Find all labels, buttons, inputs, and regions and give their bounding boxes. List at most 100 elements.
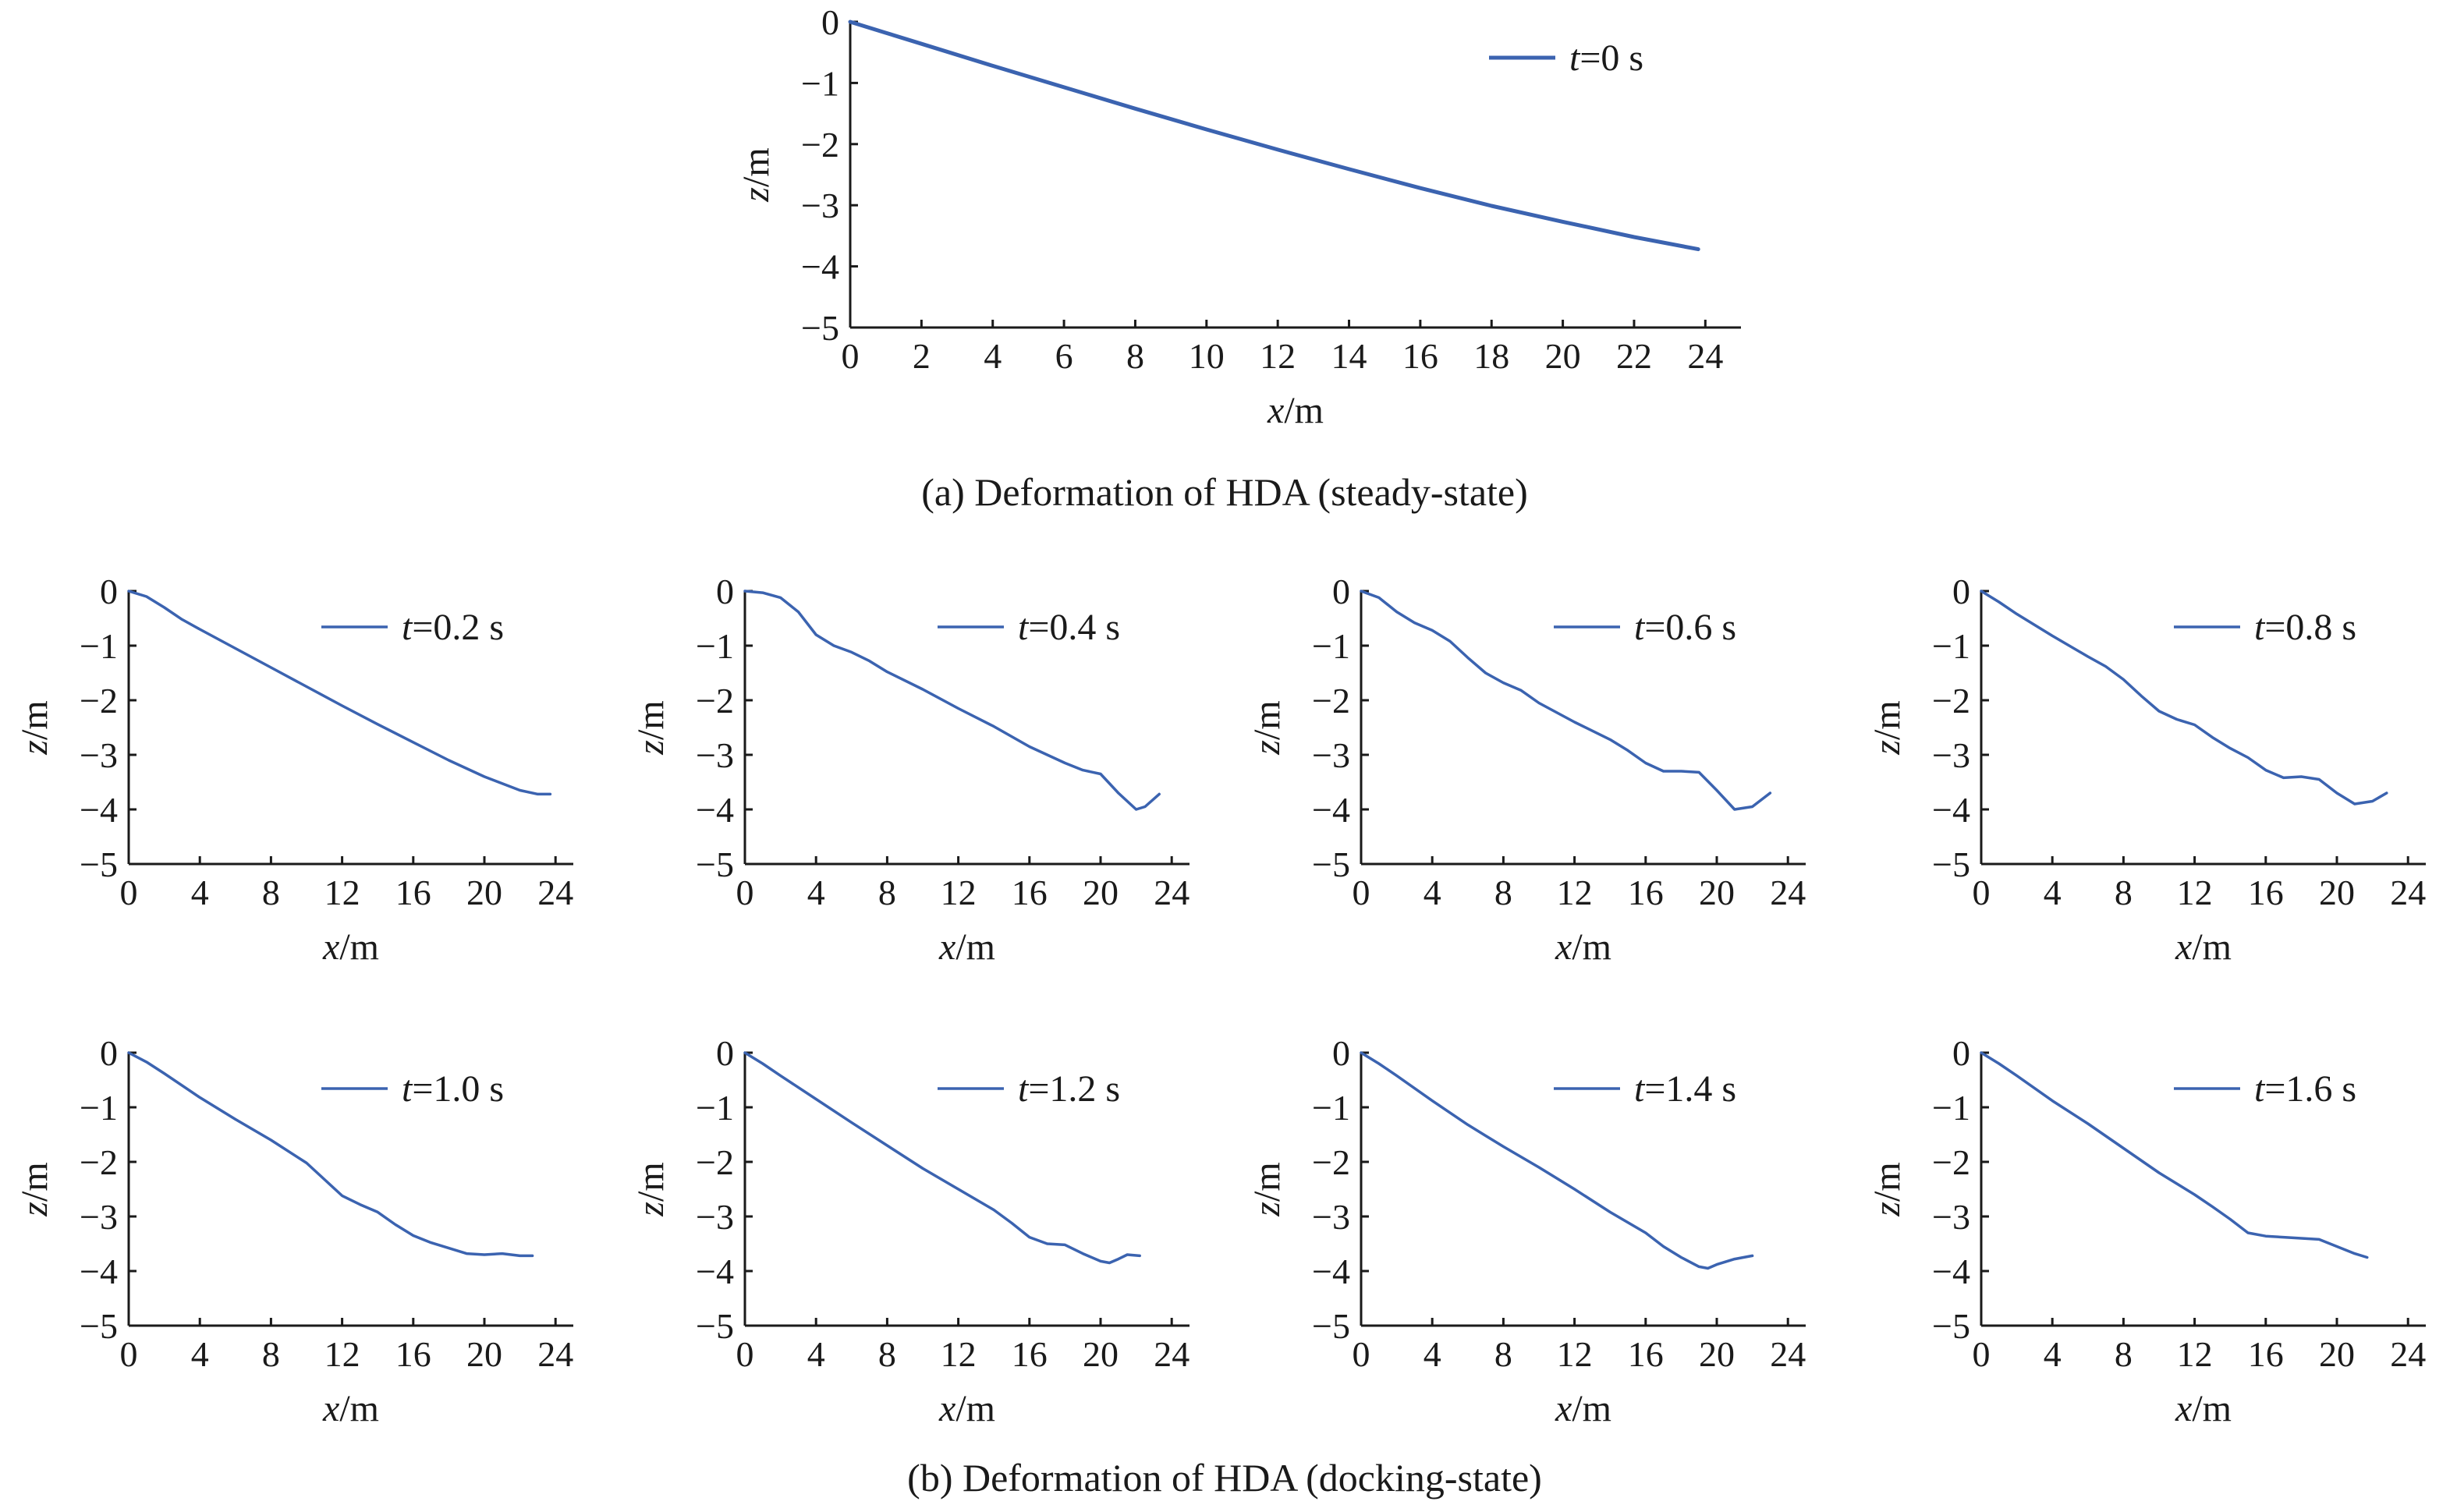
y-axis-title: z/m — [1867, 700, 1908, 755]
y-tick-label: −3 — [80, 1197, 118, 1237]
x-tick-label: 20 — [466, 1334, 502, 1374]
x-axis-title: x/m — [938, 1388, 995, 1429]
legend-label: t=1.4 s — [1634, 1068, 1736, 1110]
caption-a: (a) Deformation of HDA (steady-state) — [921, 470, 1528, 514]
x-tick-label: 16 — [395, 1334, 431, 1374]
y-tick-label: 0 — [100, 572, 118, 611]
y-tick-label: −2 — [801, 125, 839, 165]
y-tick-label: −1 — [1312, 1088, 1350, 1128]
y-tick-label: 0 — [716, 1033, 734, 1073]
series-line — [127, 590, 552, 796]
y-tick-label: −1 — [80, 626, 118, 666]
legend-label: t=0.6 s — [1634, 607, 1736, 648]
y-tick-label: −2 — [696, 1142, 734, 1182]
y-tick-label: −2 — [1932, 1142, 1970, 1182]
x-tick-label: 16 — [1628, 873, 1664, 912]
y-tick-label: −3 — [80, 735, 118, 775]
x-tick-label: 12 — [941, 1334, 977, 1374]
x-tick-label: 0 — [842, 336, 860, 376]
x-tick-label: 4 — [2044, 1334, 2062, 1374]
y-tick-label: −3 — [1932, 735, 1970, 775]
chart-panel-8: 0 4 8 12 16 20 24 0 −1 −2 −3 −4 −5 x/m z/m t=1.6 s — [1867, 1033, 2426, 1429]
y-tick-label: −1 — [1312, 626, 1350, 666]
y-tick-label: −1 — [1932, 1088, 1970, 1128]
x-tick-label: 8 — [262, 1334, 280, 1374]
x-axis-title: x/m — [1555, 1388, 1611, 1429]
x-tick-label: 4 — [1424, 873, 1441, 912]
chart-panel-0: 0 2 4 6 8 10 12 14 16 18 20 22 240−1−2−3−4−5x/mz/mt=… — [736, 2, 1741, 431]
y-tick-label: −2 — [80, 1142, 118, 1182]
x-tick-label: 8 — [878, 873, 896, 912]
y-tick-label: −4 — [1312, 1252, 1350, 1291]
x-tick-label: 0 — [736, 1334, 754, 1374]
x-tick-label: 24 — [537, 1334, 573, 1374]
legend-label: t=0.8 s — [2254, 607, 2356, 648]
y-tick-label: −3 — [1312, 1197, 1350, 1237]
x-tick-label: 20 — [1083, 873, 1119, 912]
x-tick-label: 16 — [1012, 873, 1048, 912]
x-tick-label: 0 — [1353, 1334, 1370, 1374]
x-axis-title: x/m — [322, 1388, 379, 1429]
legend-label: t=1.6 s — [2254, 1068, 2356, 1110]
y-tick-label: −3 — [696, 735, 734, 775]
y-tick-label: 0 — [1952, 572, 1970, 611]
x-tick-label: 16 — [395, 873, 431, 912]
y-tick-label: −5 — [801, 308, 839, 348]
series-line — [1360, 590, 1772, 811]
x-tick-label: 8 — [1494, 873, 1512, 912]
x-tick-label: 8 — [2115, 1334, 2133, 1374]
y-tick-label: −5 — [80, 1306, 118, 1346]
x-tick-label: 4 — [807, 873, 825, 912]
y-axis-title: z/m — [1867, 1162, 1908, 1216]
series-line — [743, 1051, 1141, 1265]
caption-b: (b) Deformation of HDA (docking-state) — [907, 1456, 1542, 1500]
x-tick-label: 0 — [120, 1334, 138, 1374]
x-tick-label: 20 — [1083, 1334, 1119, 1374]
x-tick-label: 0 — [1973, 873, 1991, 912]
x-tick-label: 8 — [1126, 336, 1144, 376]
x-tick-label: 4 — [191, 873, 209, 912]
y-tick-label: −3 — [1932, 1197, 1970, 1237]
x-tick-label: 8 — [1494, 1334, 1512, 1374]
x-tick-label: 24 — [1770, 873, 1806, 912]
x-tick-label: 8 — [878, 1334, 896, 1374]
y-tick-label: −4 — [1932, 1252, 1970, 1291]
x-tick-label: 4 — [807, 1334, 825, 1374]
chart-panel-1: 0 4 8 12 16 20 24 0 −1 −2 −3 −4 −5 x/m z/m t=0.2 s — [14, 572, 573, 968]
x-tick-label: 16 — [1402, 336, 1438, 376]
x-tick-label: 12 — [324, 873, 360, 912]
x-tick-label: 8 — [2115, 873, 2133, 912]
x-tick-label: 24 — [1687, 336, 1723, 376]
x-tick-label: 8 — [262, 873, 280, 912]
x-tick-label: 20 — [2319, 873, 2355, 912]
chart-panel-7: 0 4 8 12 16 20 24 0 −1 −2 −3 −4 −5 x/m z/m t=1.4 s — [1246, 1033, 1806, 1429]
x-axis-title: x/m — [1267, 390, 1324, 431]
y-tick-label: −3 — [696, 1197, 734, 1237]
legend-label: t=0 s — [1569, 37, 1643, 79]
x-axis-title: x/m — [1555, 926, 1611, 968]
x-tick-label: 4 — [2044, 873, 2062, 912]
y-tick-label: −5 — [696, 845, 734, 884]
y-tick-label: 0 — [1952, 1033, 1970, 1073]
x-tick-label: 0 — [120, 873, 138, 912]
x-tick-label: 4 — [191, 1334, 209, 1374]
series-line — [1980, 1051, 2369, 1259]
y-axis-title: z/m — [14, 700, 55, 755]
x-tick-label: 16 — [1628, 1334, 1664, 1374]
y-tick-label: −4 — [1932, 790, 1970, 830]
y-tick-label: −2 — [1312, 1142, 1350, 1182]
x-tick-label: 24 — [2390, 1334, 2426, 1374]
x-tick-label: 20 — [466, 873, 502, 912]
y-tick-label: −4 — [801, 247, 839, 287]
y-axis-title: z/m — [1246, 700, 1288, 755]
y-tick-label: −4 — [1312, 790, 1350, 830]
y-tick-label: −4 — [696, 790, 734, 830]
y-tick-label: −2 — [1312, 681, 1350, 721]
x-tick-label: 6 — [1055, 336, 1073, 376]
x-tick-label: 20 — [1699, 1334, 1735, 1374]
y-axis-title: z/m — [14, 1162, 55, 1216]
x-axis-title: x/m — [2175, 1388, 2232, 1429]
series-line — [743, 590, 1161, 811]
y-tick-label: −4 — [80, 1252, 118, 1291]
